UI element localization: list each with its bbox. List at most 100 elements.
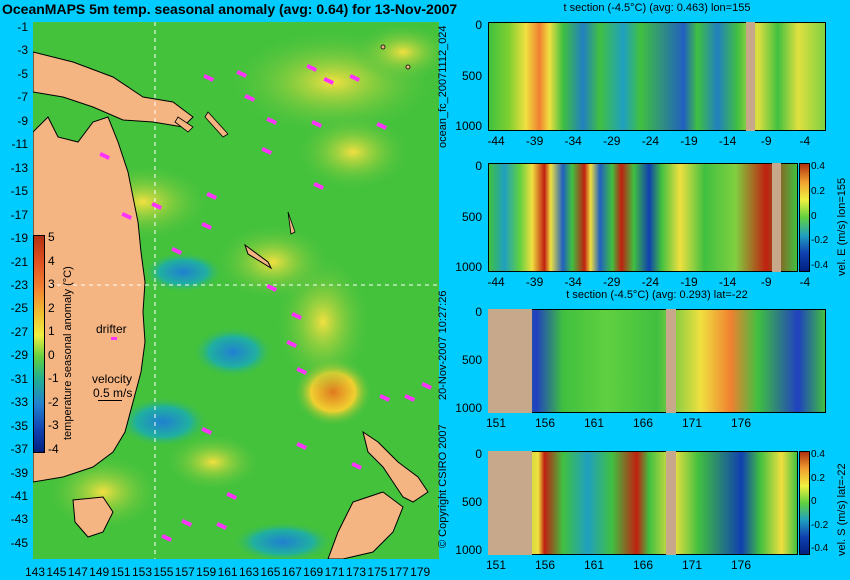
depth-tick-label: 1000 [455, 260, 482, 274]
drifter-marker [121, 212, 133, 220]
drifter-marker [421, 382, 433, 390]
section-x-tick-label: 161 [583, 558, 605, 572]
lat-tick-label: -19 [10, 231, 28, 246]
new-caledonia-land [244, 243, 273, 270]
lat-tick-label: -13 [10, 160, 28, 175]
drifter-marker [171, 247, 183, 255]
section4-land-mid [666, 451, 676, 555]
drifter-marker [266, 284, 278, 292]
section3-land-mid [666, 309, 676, 413]
lat-tick-label: -37 [10, 442, 28, 457]
vel-colorbar-tick-label: -0.4 [811, 260, 829, 271]
colorbar-tick-label: -4 [48, 441, 59, 456]
lat-tick-label: -1 [17, 20, 28, 34]
lon-tick-label: 145 [46, 565, 67, 579]
lon-tick-label: 157 [174, 565, 195, 579]
lat-tick-label: -11 [11, 137, 28, 152]
drifter-marker [244, 94, 256, 102]
vel-colorbar-tick-label: -0.2 [811, 235, 829, 247]
new-zealand-north-land [362, 430, 429, 503]
section-x-tick-label: 161 [583, 416, 605, 430]
drifter-marker [311, 119, 323, 128]
lat-tick-label: -29 [10, 348, 28, 363]
section-x-tick-label: -9 [760, 134, 772, 148]
lon-tick-label: 159 [196, 565, 217, 579]
map-canvas [32, 22, 453, 562]
section-x-tick-label: -29 [603, 275, 621, 289]
section3-title: t section (-4.5°C) (avg: 0.293) lat=-22 [566, 289, 748, 301]
depth-tick-label: 0 [475, 18, 482, 32]
drifter-marker [404, 393, 416, 402]
section-x-tick-label: 151 [485, 416, 507, 430]
lat-tick-label: -41 [10, 489, 28, 503]
new-zealand-south-land [327, 491, 404, 560]
lon-tick-label: 169 [303, 565, 324, 579]
drifter-marker [291, 312, 303, 320]
depth-tick-label: 0 [475, 305, 482, 319]
lon-tick-label: 179 [410, 565, 431, 579]
drifter-marker [181, 519, 193, 527]
lat-tick-label: -5 [17, 66, 28, 81]
section3-land-left [488, 309, 532, 413]
colorbar-tick-label: 1 [48, 324, 55, 338]
drifter-legend-label: drifter [96, 322, 127, 336]
section-x-tick-label: 166 [632, 558, 654, 572]
section1-title: t section (-4.5°C) (avg: 0.463) lon=155 [563, 2, 751, 14]
vel-colorbar-tick-label: 0.2 [811, 472, 825, 484]
lat-tick-label: -39 [10, 465, 28, 480]
colorbar-tick-label: 4 [48, 253, 55, 268]
section-x-tick-label: -24 [641, 134, 660, 148]
vel-colorbar-tick-label: 0 [811, 210, 817, 222]
section-x-tick-label: -4 [799, 275, 811, 289]
main-map[interactable] [32, 22, 453, 562]
section-x-tick-label: 171 [681, 558, 703, 572]
section2-plot[interactable] [488, 163, 798, 272]
drifter-marker [323, 76, 335, 85]
section-x-tick-label: -29 [603, 134, 621, 148]
islands [174, 44, 411, 235]
section-x-tick-label: -14 [718, 275, 737, 289]
lat-tick-label: -31 [10, 371, 28, 386]
temp-colorbar [33, 235, 45, 453]
lon-tick-label: 153 [131, 565, 153, 579]
drifter-marker [313, 182, 325, 190]
drifter-marker [266, 117, 278, 125]
section-x-tick-label: -44 [487, 275, 505, 289]
lon-tick-label: 173 [345, 565, 367, 579]
colorbar-tick-label: -3 [48, 418, 59, 432]
vel-colorbar-tick-label: 0.4 [811, 449, 825, 460]
section3-plot[interactable] [488, 309, 826, 413]
section4-plot[interactable] [488, 451, 798, 555]
section1-land [746, 22, 755, 131]
lat-tick-label: -27 [10, 324, 28, 339]
section1-plot[interactable] [488, 22, 826, 131]
drifter-marker [206, 192, 218, 200]
lon-tick-label: 155 [153, 565, 174, 579]
drifter-marker [306, 63, 318, 72]
drifter-marker [226, 492, 238, 500]
depth-tick-label: 500 [461, 353, 482, 367]
vel-s-colorbar-label: vel. S (m/s) lat=-22 [836, 463, 848, 556]
section-x-tick-label: 166 [632, 416, 654, 430]
section-x-tick-label: 176 [730, 416, 752, 430]
section-x-tick-label: -14 [718, 134, 737, 148]
lon-tick-label: 151 [110, 565, 131, 579]
vel-colorbar-tick-label: 0.2 [811, 185, 825, 197]
vel-colorbar-tick-label: -0.2 [811, 519, 829, 531]
drifter-marker [161, 534, 173, 542]
drifter-marker [201, 426, 213, 435]
vel-colorbar-tick-label: 0.4 [811, 161, 825, 172]
drifter-marker [286, 339, 298, 348]
section-x-tick-label: 151 [485, 558, 507, 572]
section-x-tick-label: 176 [730, 558, 752, 572]
drifter-marker [349, 73, 361, 82]
section-x-tick-label: -9 [760, 275, 772, 289]
lon-tick-label: 143 [24, 565, 46, 579]
lat-tick-label: -21 [10, 254, 28, 269]
drifter-marker [99, 151, 111, 160]
section4-land-left [488, 451, 532, 555]
lat-tick-label: -25 [10, 301, 28, 316]
lat-tick-label: -33 [10, 395, 28, 410]
lon-tick-label: 167 [281, 565, 302, 579]
australia-land [32, 116, 146, 483]
